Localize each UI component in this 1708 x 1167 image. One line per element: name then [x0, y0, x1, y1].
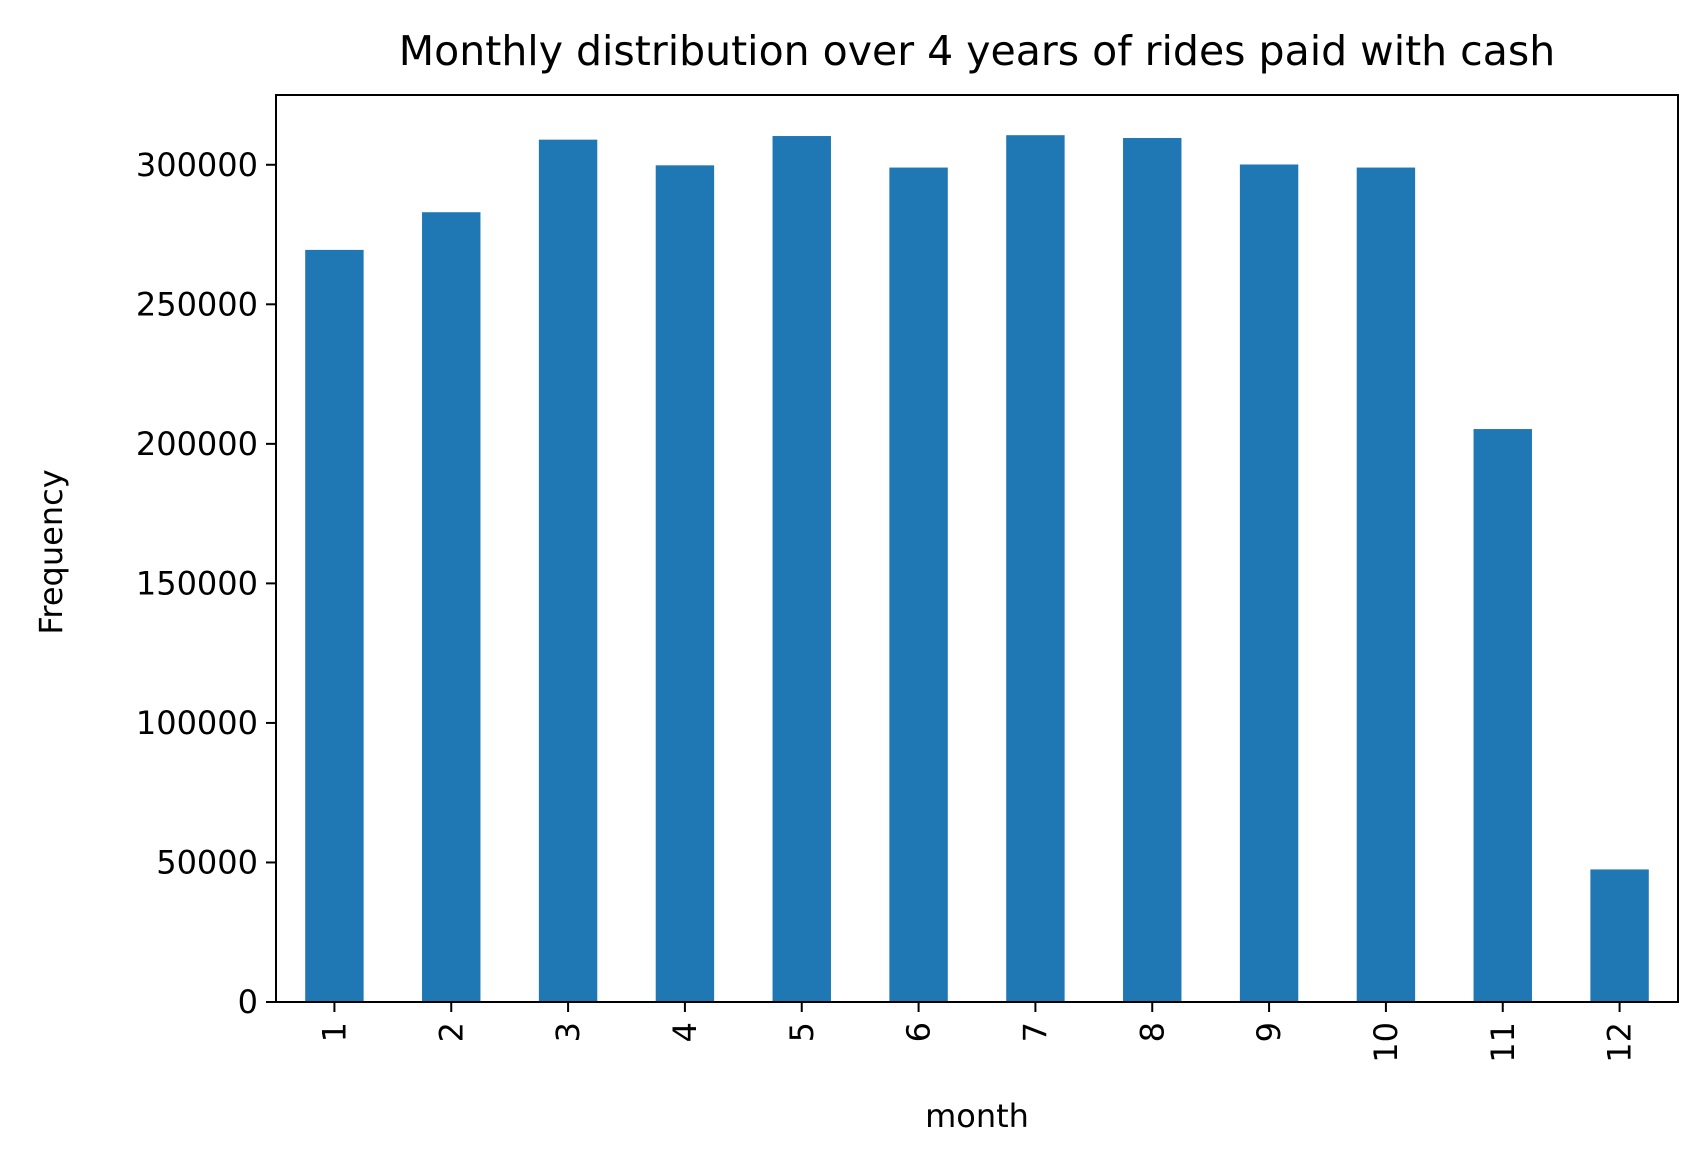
y-axis-label: Frequency: [32, 469, 70, 634]
x-tick-label: 11: [1484, 1022, 1522, 1063]
y-tick-label: 50000: [156, 843, 258, 881]
x-tick-label: 10: [1367, 1022, 1405, 1063]
x-tick-label: 2: [432, 1022, 470, 1042]
y-tick-label: 100000: [136, 704, 258, 742]
bar-month-2: [422, 212, 481, 1003]
bar-month-1: [305, 249, 364, 1002]
bar-month-9: [1239, 164, 1299, 1002]
x-tick-label: 6: [900, 1022, 938, 1042]
x-tick-label: 7: [1016, 1022, 1054, 1042]
x-axis-label: month: [925, 1097, 1029, 1135]
x-tick-label: 4: [666, 1022, 704, 1042]
x-tick-label: 3: [549, 1022, 587, 1042]
bar-month-11: [1473, 429, 1532, 1003]
bar-month-4: [655, 165, 715, 1002]
x-tick-label: 12: [1601, 1022, 1639, 1063]
bar-month-5: [772, 136, 831, 1003]
chart-title: Monthly distribution over 4 years of rid…: [399, 27, 1555, 75]
y-tick-label: 250000: [136, 285, 258, 323]
y-tick-label: 0: [238, 983, 258, 1021]
x-tick-label: 1: [315, 1022, 353, 1042]
bar-month-8: [1123, 137, 1182, 1002]
x-tick-label: 5: [783, 1022, 821, 1042]
x-tick-label: 8: [1133, 1022, 1171, 1042]
plot-area: [305, 135, 1649, 1003]
bar-month-3: [538, 139, 598, 1002]
y-tick-label: 150000: [136, 564, 258, 602]
x-axis: 1 2 3 4 5 6 7 8 9 10 11 12: [315, 1002, 1639, 1063]
bar-month-7: [1006, 135, 1065, 1002]
y-axis: 0 50000 100000 150000 200000 250000 300000: [136, 146, 276, 1021]
bar-month-6: [889, 167, 948, 1002]
axes-frame: [275, 94, 1679, 1003]
bar-month-10: [1356, 167, 1416, 1002]
bar-month-12: [1590, 869, 1649, 1002]
x-tick-label: 9: [1250, 1022, 1288, 1042]
y-tick-label: 200000: [136, 425, 258, 463]
y-tick-label: 300000: [136, 146, 258, 184]
